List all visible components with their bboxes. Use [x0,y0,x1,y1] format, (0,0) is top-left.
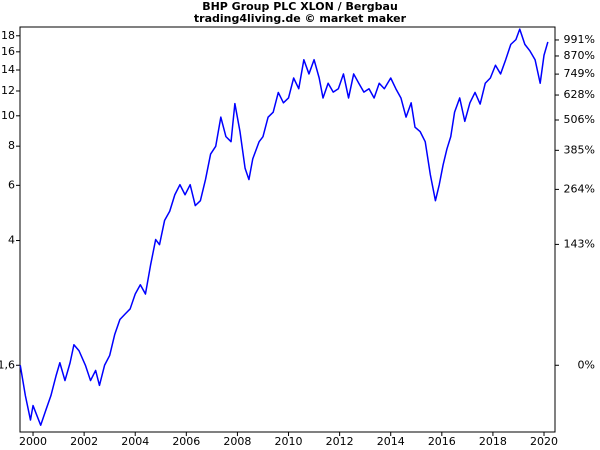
y-tick-label: 12 [1,84,15,97]
y2-tick-label: 991% [564,33,595,46]
y-tick-label: 18 [1,29,15,42]
x-tick-label: 2010 [275,435,303,448]
y2-tick-label: 870% [564,49,595,62]
y-tick-label: 14 [1,63,15,76]
y2-tick-label: 143% [564,237,595,250]
chart-title: BHP Group PLC XLON / Bergbau [202,0,398,13]
y-tick-label: 6 [8,178,15,191]
y2-tick-label: 506% [564,113,595,126]
y2-tick-label: 628% [564,88,595,101]
x-tick-label: 2006 [172,435,200,448]
y-tick-label: 8 [8,139,15,152]
chart-subtitle: trading4living.de © market maker [194,12,407,25]
x-tick-label: 2018 [479,435,507,448]
y2-tick-label: 264% [564,182,595,195]
y2-tick-label: 385% [564,143,595,156]
y-tick-label: 4 [8,234,15,247]
y-tick-label: 1,6 [0,358,15,371]
x-tick-label: 2014 [377,435,405,448]
x-tick-label: 2002 [70,435,98,448]
plot-frame [19,26,556,433]
x-tick-label: 2012 [326,435,354,448]
x-tick-label: 2016 [428,435,456,448]
x-tick-label: 2020 [530,435,558,448]
x-tick-label: 2008 [223,435,251,448]
x-tick-label: 2004 [121,435,149,448]
y2-tick-label: 749% [564,67,595,80]
y-tick-label: 10 [1,109,15,122]
y2-tick-label: 0% [578,358,595,371]
y-tick-label: 16 [1,45,15,58]
price-line [19,28,549,426]
x-tick-label: 2000 [19,435,47,448]
